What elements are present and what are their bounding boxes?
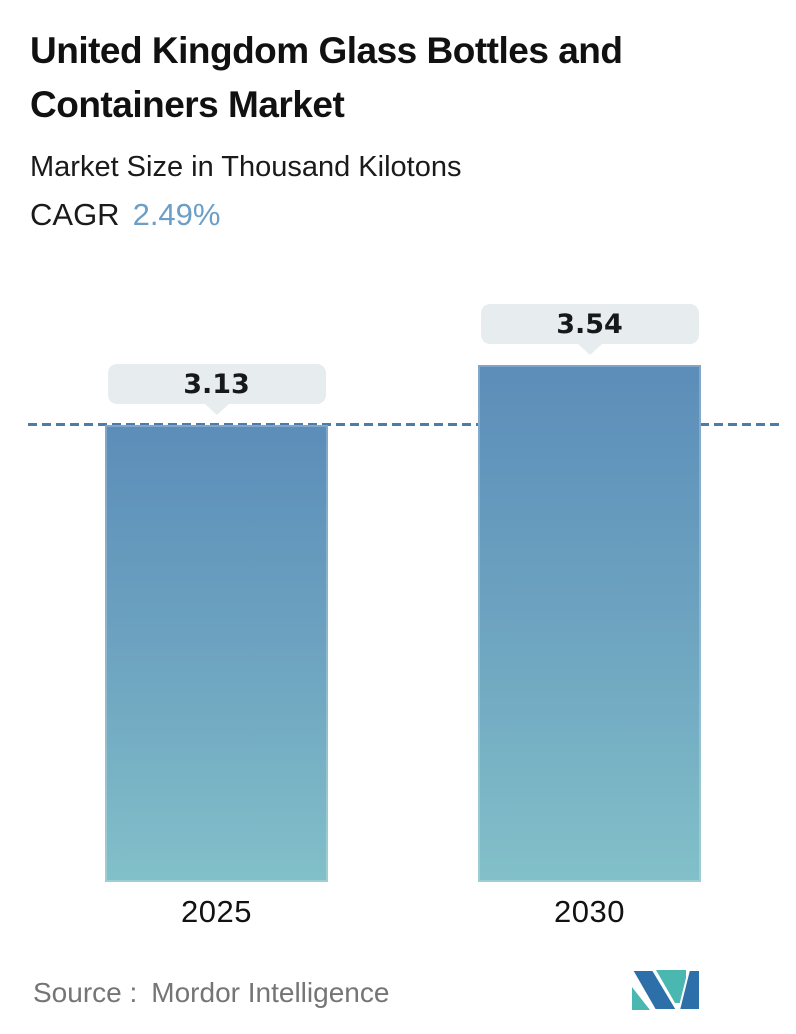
value-text: 3.13 [183, 368, 250, 400]
source-value: Mordor Intelligence [151, 977, 390, 1008]
reference-line [28, 423, 782, 426]
chart-header: United Kingdom Glass Bottles and Contain… [30, 24, 730, 233]
axis-label-2025: 2025 [181, 894, 252, 929]
value-text: 3.54 [556, 308, 623, 340]
bar-group-2025: 3.13 2025 [105, 364, 328, 929]
source-label: Source : [33, 977, 138, 1008]
bar-2030 [478, 365, 701, 882]
source-attribution: Source : Mordor Intelligence [33, 977, 389, 1009]
value-label-2030: 3.54 [480, 304, 699, 355]
value-label-2025: 3.13 [107, 364, 326, 415]
value-label-pointer-icon [577, 344, 602, 355]
page-title: United Kingdom Glass Bottles and Contain… [30, 30, 623, 125]
cagr-row: CAGR 2.49% [30, 197, 730, 233]
bar-group-2030: 3.54 2030 [478, 304, 701, 929]
cagr-value: 2.49% [132, 197, 221, 232]
bar-2025 [105, 425, 328, 882]
cagr-label: CAGR [30, 197, 120, 232]
mordor-intelligence-logo-icon [632, 970, 700, 1010]
value-label-pointer-icon [204, 404, 229, 415]
axis-label-2030: 2030 [554, 894, 625, 929]
chart-subtitle: Market Size in Thousand Kilotons [30, 151, 462, 183]
